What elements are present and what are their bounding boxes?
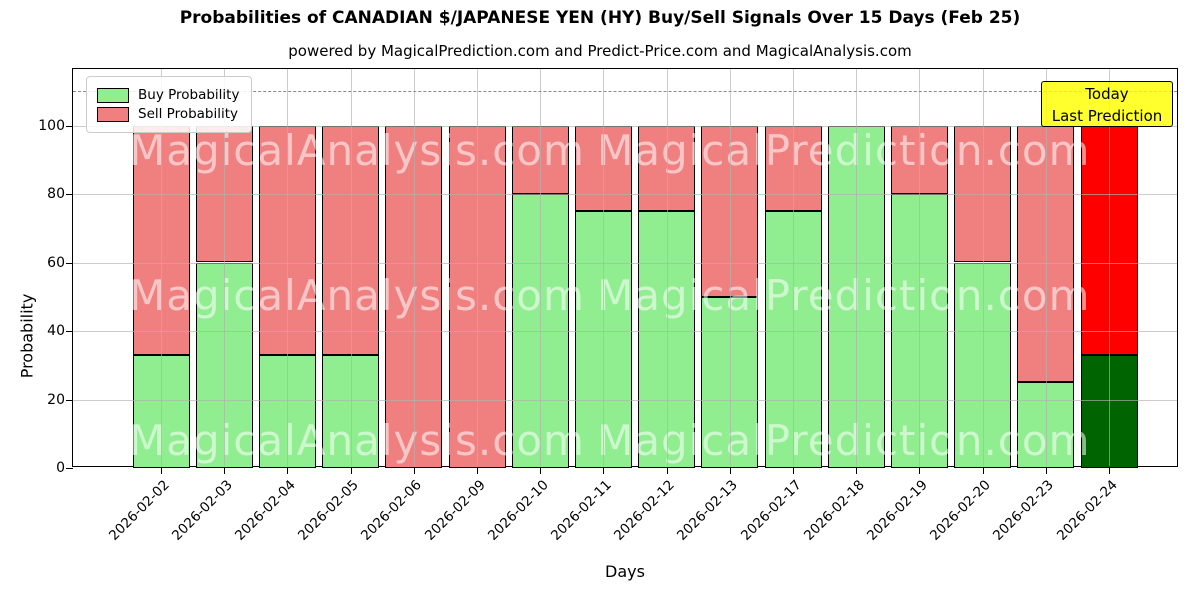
gridline-y [73,194,1177,195]
x-tick-mark [729,468,731,474]
x-tick-label: 2026-02-02 [105,477,173,544]
y-tick-label: 0 [56,460,65,476]
y-tick-label: 20 [47,391,65,408]
y-tick-mark [66,125,73,127]
legend-label: Buy Probability [138,87,240,103]
x-tick-mark [161,468,162,474]
x-tick-mark [856,468,858,474]
watermark-text: MagicalAnalysis.com [129,271,585,320]
plot-area: Probability MagicalAnalysis.com MagicalPr… [18,68,1178,544]
x-tick-label: 2026-02-03 [168,477,236,544]
x-tick-mark [540,468,542,474]
watermark-text: MagicalPrediction.com [597,271,1091,320]
gridline-x [413,69,415,466]
legend-item: Sell Probability [97,106,239,122]
watermark-text: MagicalPrediction.com [597,416,1091,465]
x-tick-mark [666,468,668,474]
gridline-x [477,69,478,466]
y-tick-label: 40 [47,323,65,339]
y-tick-label: 80 [47,186,65,202]
x-tick-mark [1045,468,1047,474]
y-tick-label: 60 [47,254,65,271]
x-tick-mark [982,468,984,474]
x-tick-label: 2026-02-18 [800,477,868,544]
annotation-line: Last Prediction [1051,107,1163,125]
today-annotation: Today Last Prediction [1041,81,1173,127]
x-tick-mark [919,468,921,474]
y-tick-mark [66,399,73,401]
watermark-text: MagicalAnalysis.com [129,126,585,175]
x-tick-mark [1109,468,1110,474]
y-tick-mark [66,262,73,264]
x-tick-mark [477,468,478,474]
x-tick-mark [413,468,415,474]
x-tick-label: 2026-02-23 [990,477,1058,544]
y-tick-mark [66,194,73,195]
gridline-x [919,69,921,466]
x-tick-mark [350,468,352,474]
gridline-x [729,69,731,466]
watermark-text: MagicalAnalysis.com [129,416,585,465]
x-tick-label: 2026-02-13 [674,477,742,544]
legend-swatch [97,87,129,103]
y-tick-mark [66,331,73,332]
legend-swatch [97,106,129,122]
gridline-x [856,69,858,466]
y-tick-label: 100 [38,117,65,134]
x-tick-label: 2026-02-04 [231,477,299,544]
x-axis-label: Days [605,562,645,581]
x-tick-mark [793,468,794,474]
x-tick-label: 2026-02-12 [611,477,678,544]
x-tick-label: 2026-02-17 [737,477,805,544]
chart-subtitle: powered by MagicalPrediction.com and Pre… [288,42,912,60]
y-tick-mark [66,468,73,469]
x-tick-label: 2026-02-20 [927,477,994,544]
gridline-x [161,69,162,466]
x-tick-mark [287,468,289,474]
gridline-x [603,69,605,466]
legend: Buy Probability Sell Probability [86,76,253,133]
gridline-x [982,69,984,466]
annotation-line: Today [1085,85,1129,103]
gridline-y [73,331,1177,332]
watermark-text: MagicalPrediction.com [597,126,1091,175]
gridline-x [350,69,352,466]
x-tick-label: 2026-02-10 [484,477,552,544]
gridline-y [73,262,1177,264]
gridline-x [1045,69,1047,466]
gridline-y [73,125,1177,127]
gridline-x [287,69,289,466]
legend-label: Sell Probability [138,106,239,122]
x-tick-label: 2026-02-06 [358,477,426,544]
chart-title: Probabilities of CANADIAN $/JAPANESE YEN… [179,8,1021,28]
gridline-x [1109,69,1110,466]
gridline-x [666,69,668,466]
x-tick-label: 2026-02-19 [863,477,931,544]
x-tick-label: 2026-02-11 [547,477,615,544]
gridline-x [540,69,542,466]
x-tick-mark [603,468,605,474]
x-tick-label: 2026-02-05 [295,477,362,544]
gridline-y [73,399,1177,401]
legend-item: Buy Probability [97,87,239,103]
dashed-threshold-line [73,91,1177,93]
x-tick-label: 2026-02-09 [421,477,489,544]
x-tick-mark [224,468,226,474]
x-tick-label: 2026-02-24 [1053,477,1121,544]
gridline-x [793,69,794,466]
gridline-x [224,69,226,466]
